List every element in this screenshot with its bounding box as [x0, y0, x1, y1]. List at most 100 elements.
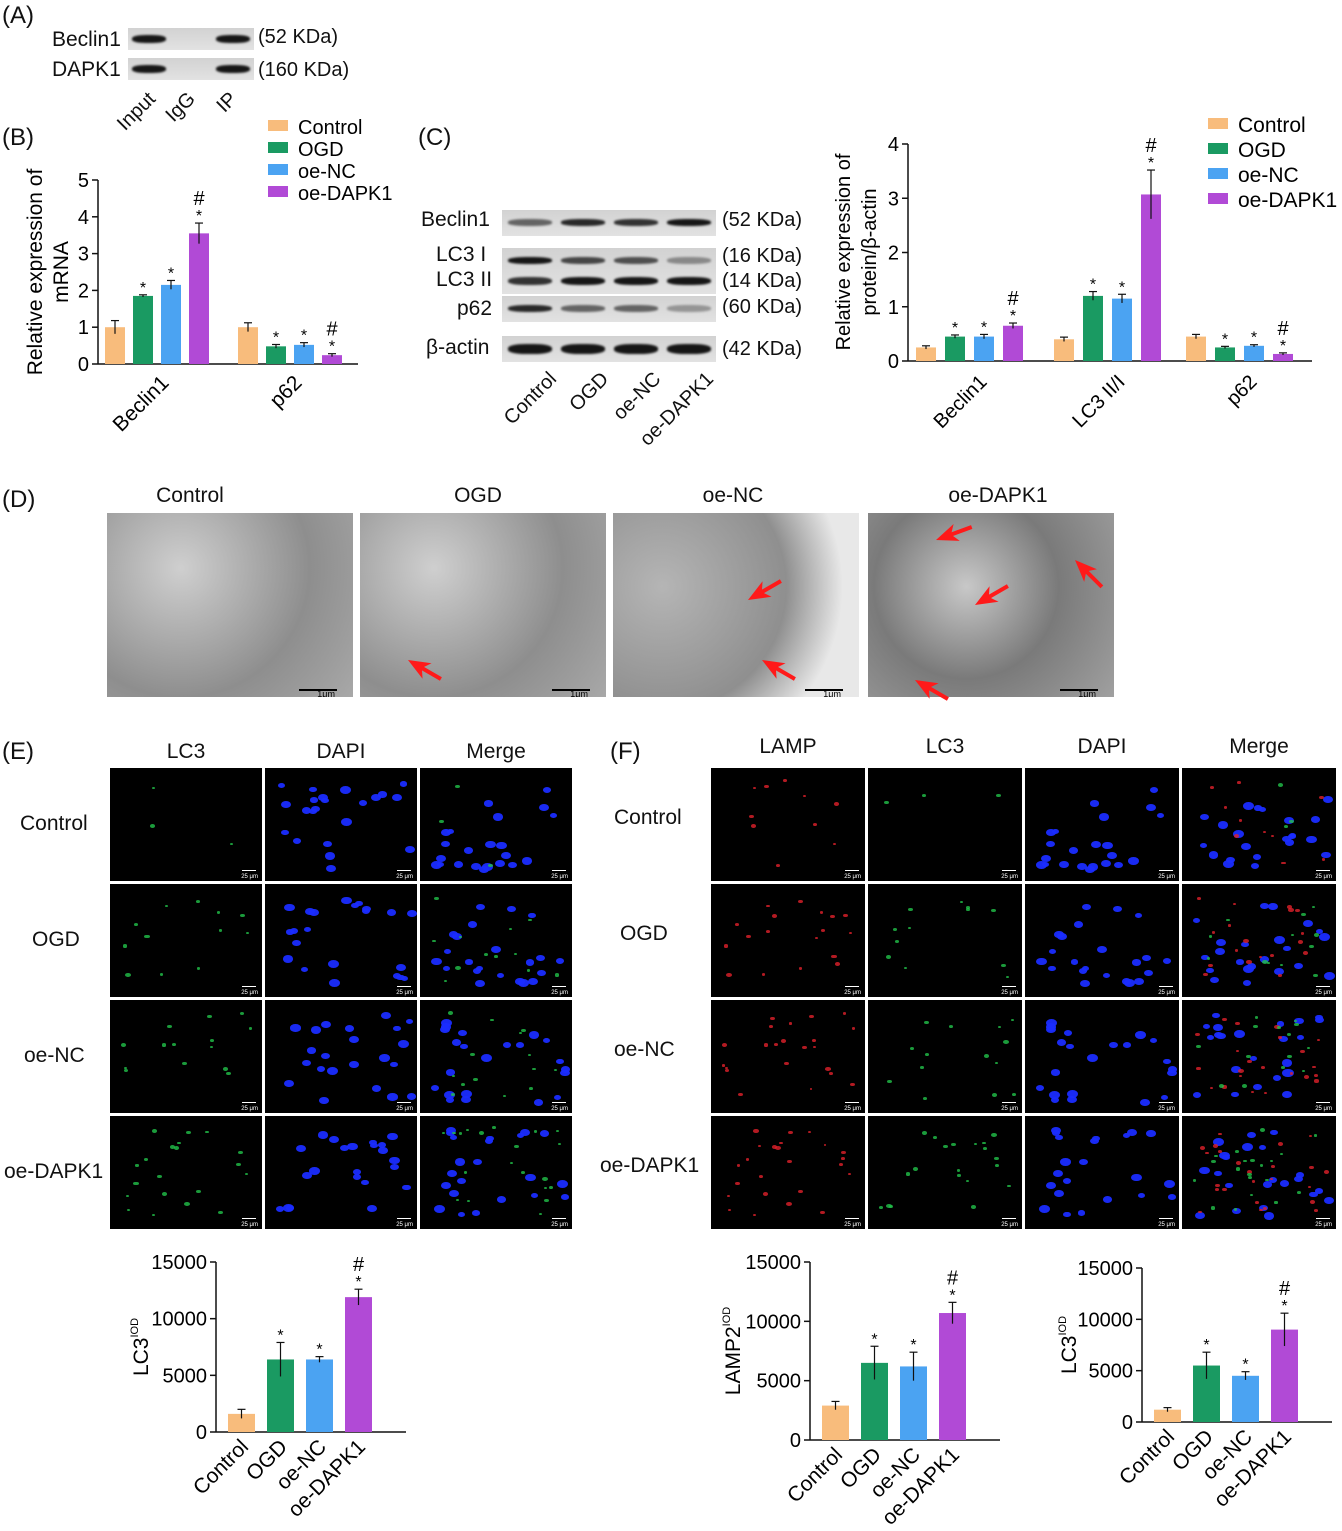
significance-hash: # — [1277, 318, 1289, 340]
blue-signal — [1296, 1172, 1305, 1179]
blue-signal — [1253, 1084, 1263, 1091]
green-signal — [519, 1032, 523, 1035]
green-signal — [1314, 1134, 1318, 1137]
blue-signal — [389, 1164, 399, 1171]
green-signal — [907, 927, 911, 930]
blue-signal — [1223, 859, 1235, 868]
green-signal — [1312, 973, 1318, 978]
blue-signal — [528, 913, 536, 919]
fluor-row-label: oe-DAPK1 — [600, 1154, 700, 1177]
blue-signal — [393, 1026, 401, 1032]
blue-signal — [1234, 1029, 1245, 1038]
green-signal — [125, 973, 131, 977]
blue-signal — [556, 958, 565, 964]
scale-bar — [242, 1102, 256, 1103]
blue-signal — [535, 954, 545, 962]
green-signal — [1276, 1026, 1281, 1030]
x-tick-label: p62 — [265, 371, 306, 412]
fluor-image: 25 μm — [1025, 768, 1179, 881]
green-signal — [173, 1145, 180, 1150]
blot-a-row-label: Beclin1 — [52, 28, 121, 51]
green-signal — [554, 973, 560, 977]
blue-signal — [301, 1059, 311, 1066]
blue-signal — [524, 1173, 536, 1182]
blue-signal — [320, 797, 329, 804]
significance-hash: # — [1279, 1278, 1291, 1300]
y-tick-label: 1 — [78, 317, 89, 339]
green-signal — [951, 1142, 957, 1147]
green-signal — [991, 1132, 997, 1137]
bar — [974, 336, 994, 361]
red-signal — [1218, 1133, 1222, 1136]
scale-bar — [242, 986, 256, 987]
blue-signal — [1210, 976, 1220, 983]
green-signal — [1001, 963, 1007, 968]
red-signal — [1258, 955, 1263, 959]
blue-signal — [449, 931, 459, 938]
blue-signal — [431, 957, 443, 966]
red-signal — [1234, 949, 1238, 952]
green-signal — [1242, 1159, 1247, 1163]
red-signal — [1277, 974, 1282, 978]
green-signal — [169, 1144, 176, 1149]
scale-bar — [552, 986, 566, 987]
red-signal — [838, 1162, 844, 1166]
green-signal — [959, 900, 963, 904]
green-signal — [1246, 1054, 1251, 1059]
blue-signal — [1206, 1034, 1214, 1040]
red-signal — [847, 1173, 851, 1176]
blue-signal — [1322, 795, 1333, 804]
panel-label-d: (D) — [2, 486, 36, 513]
blot-band — [508, 277, 552, 285]
blue-signal — [1090, 840, 1102, 849]
blue-signal — [494, 859, 505, 867]
blue-signal — [1069, 847, 1079, 854]
fluor-image: 25 μm — [110, 1000, 262, 1113]
scale-label: 25 μm — [1315, 990, 1332, 996]
red-signal — [753, 1128, 759, 1133]
scale-label: 25 μm — [551, 1222, 568, 1228]
blot-band — [561, 219, 605, 226]
fluor-row-label: OGD — [620, 922, 668, 945]
blue-signal — [317, 793, 328, 801]
green-signal — [473, 1077, 479, 1082]
blue-signal — [1280, 1180, 1290, 1187]
red-signal — [745, 934, 752, 939]
green-signal — [245, 931, 250, 934]
blue-signal — [396, 963, 407, 972]
red-signal — [833, 802, 839, 806]
y-axis-label-line: protein/β-actin — [859, 188, 881, 315]
blue-signal — [302, 1172, 312, 1180]
blue-signal — [1039, 1205, 1051, 1214]
green-signal — [905, 1172, 911, 1176]
lane-label: OGD — [565, 368, 614, 416]
green-signal — [225, 1071, 231, 1075]
green-signal — [542, 1177, 548, 1182]
blot-band — [508, 344, 552, 354]
blue-signal — [1102, 1196, 1113, 1203]
blue-signal — [1126, 1128, 1137, 1137]
red-signal — [749, 814, 755, 819]
fluor-row-label: oe-DAPK1 — [4, 1160, 104, 1183]
blue-signal — [1092, 1135, 1100, 1142]
green-signal — [1287, 1055, 1293, 1059]
green-signal — [1309, 944, 1315, 949]
red-signal — [1314, 1079, 1319, 1083]
red-signal — [763, 784, 769, 789]
blue-signal — [355, 900, 364, 907]
scale-label: 1μm — [570, 689, 588, 697]
red-signal — [823, 1144, 827, 1147]
blue-signal — [282, 955, 294, 963]
blue-signal — [1283, 945, 1292, 952]
scale-label: 25 μm — [844, 1222, 861, 1228]
red-signal — [1323, 1169, 1330, 1174]
scale-bar — [1002, 986, 1016, 987]
red-signal — [1222, 1085, 1227, 1089]
scale-bar — [242, 870, 256, 871]
red-signal — [1247, 1059, 1252, 1063]
green-signal — [921, 793, 927, 798]
blue-signal — [275, 1205, 285, 1213]
blue-signal — [1063, 1029, 1073, 1036]
green-signal — [1278, 783, 1284, 787]
red-signal — [1209, 1086, 1213, 1090]
